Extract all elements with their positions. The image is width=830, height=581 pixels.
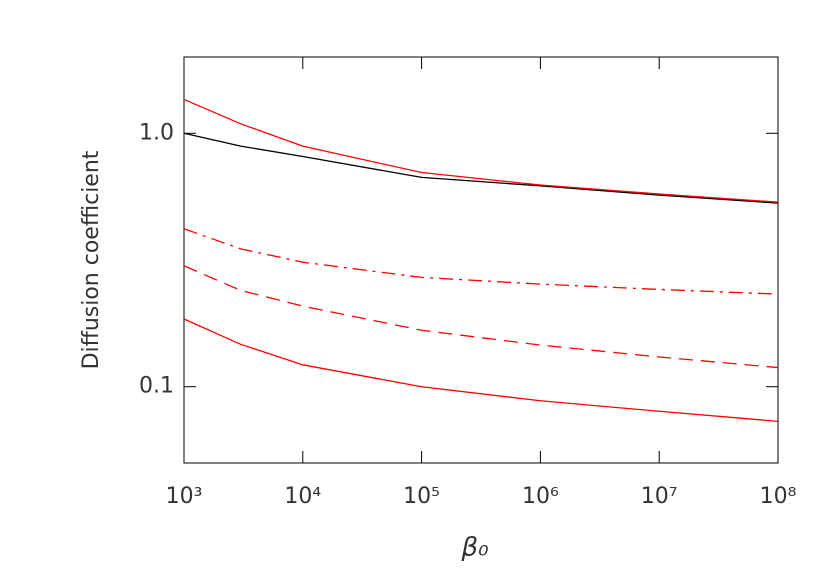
x-axis-label: β₀: [460, 533, 489, 563]
x-tick-label: 10⁷: [641, 484, 678, 509]
x-tick-label: 10⁴: [284, 484, 321, 509]
x-tick-label: 10⁵: [403, 484, 440, 509]
y-tick-label: 0.1: [139, 374, 174, 399]
series-line: [183, 132, 779, 204]
y-axis-label: Diffusion coefficient: [79, 150, 104, 369]
x-tick-label: 10⁶: [522, 484, 559, 509]
x-tick-label: 10³: [166, 484, 203, 509]
series-line: [183, 318, 779, 422]
y-tick-label: 1.0: [139, 120, 174, 145]
series-line: [183, 98, 779, 203]
series-line: [183, 228, 779, 295]
plot-frame: [183, 56, 779, 464]
series-line: [183, 265, 779, 369]
x-tick-label: 10⁸: [760, 484, 797, 509]
